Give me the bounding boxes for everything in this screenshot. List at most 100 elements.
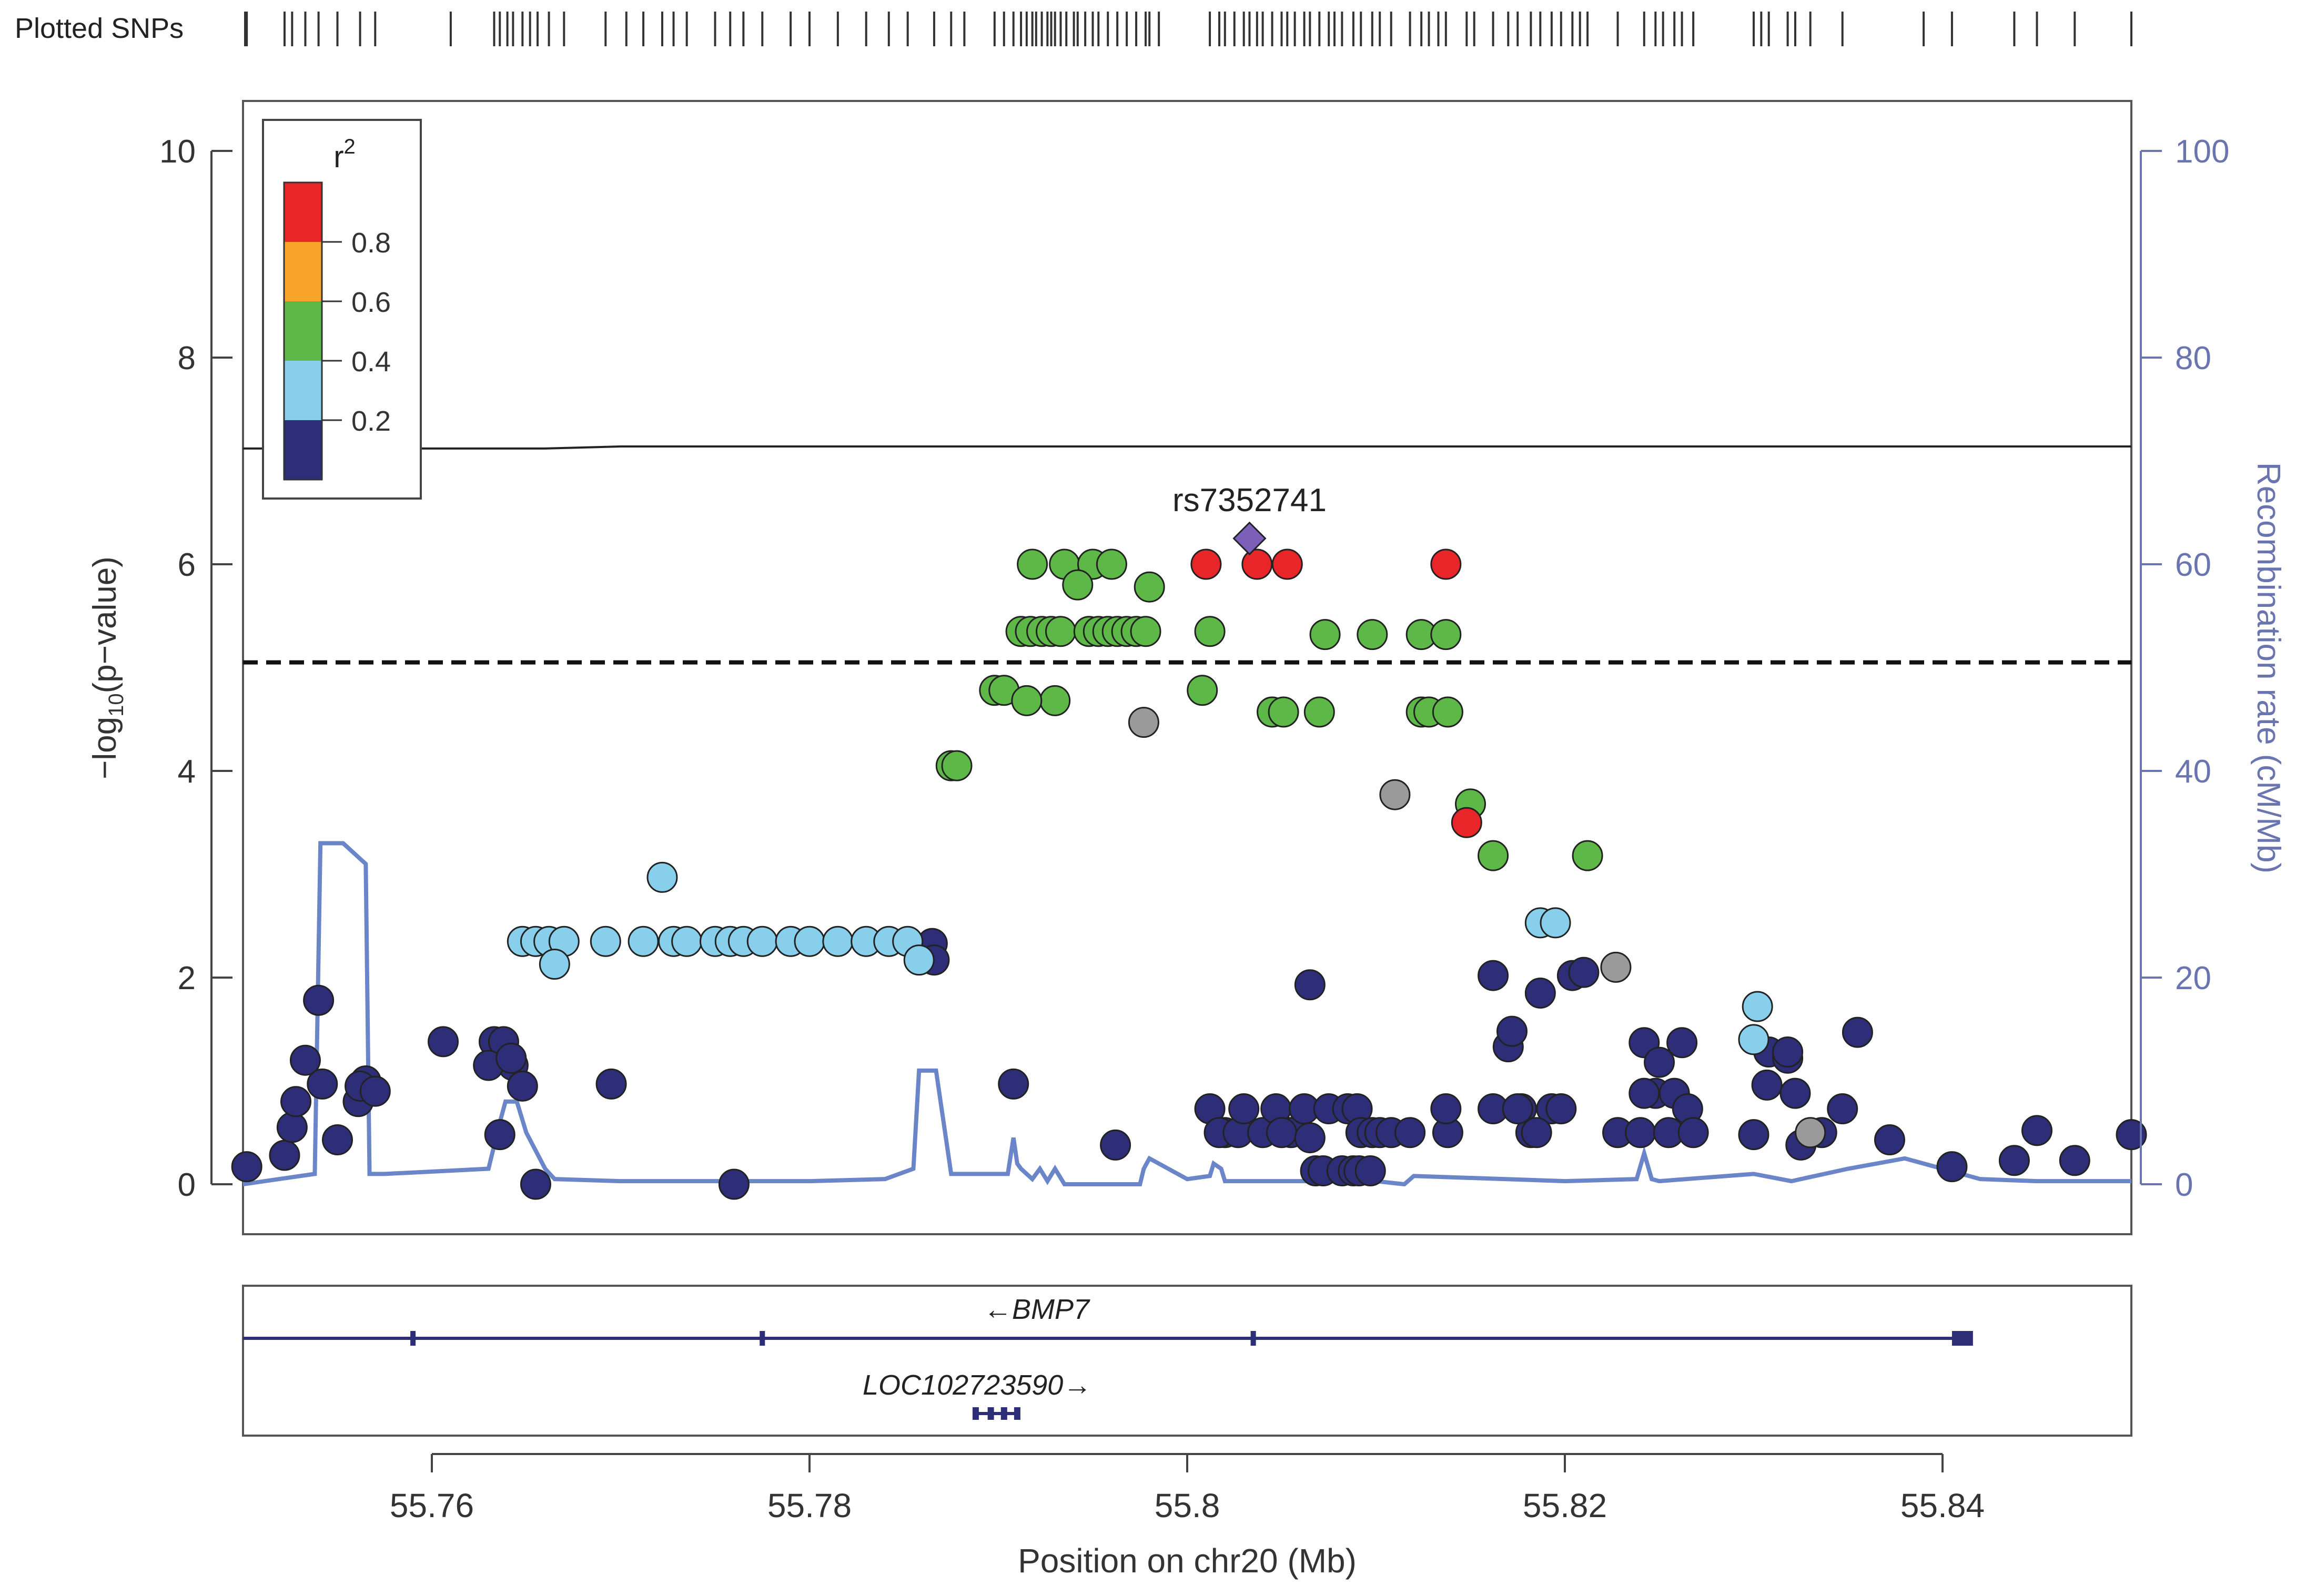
snp-point-navy: [1478, 960, 1509, 991]
x-tick-label: 55.78: [767, 1487, 852, 1524]
recombination-rate-line: [242, 841, 2131, 1187]
gene-track: ←BMP7 LOC102723590→: [243, 1294, 1973, 1420]
snp-point-green: [1187, 675, 1218, 706]
snp-point-red: [1190, 548, 1222, 580]
legend-tick-label: 0.6: [351, 287, 391, 318]
legend-swatch: [284, 242, 322, 301]
snp-point-lightblue: [671, 926, 703, 957]
snp-point-navy: [1228, 1093, 1260, 1125]
gene-loc-label: LOC102723590→: [863, 1369, 1091, 1401]
snp-point-red: [1241, 548, 1273, 580]
snp-point-navy: [428, 1026, 459, 1058]
y2-tick-label: 40: [2175, 754, 2211, 790]
snp-point-navy: [269, 1140, 300, 1171]
snp-point-navy: [231, 1151, 262, 1183]
snp-point-navy: [2021, 1115, 2052, 1146]
snp-point-navy: [1779, 1077, 1811, 1109]
snp-point-navy: [718, 1168, 750, 1200]
gene-loc-exon: [987, 1407, 994, 1420]
snp-point-navy: [276, 1112, 308, 1143]
snp-point-lightblue: [903, 944, 935, 976]
snp-point-green: [1478, 840, 1509, 871]
x-tick-label: 55.76: [390, 1487, 474, 1524]
snp-point-green: [1357, 619, 1388, 650]
snp-point-navy: [484, 1119, 515, 1151]
x-axis: 55.76 55.78 55.8 55.82 55.84: [390, 1453, 1985, 1524]
y-tick-label: 6: [178, 547, 196, 583]
snp-point-navy: [1266, 1117, 1297, 1148]
snp-point-green: [1039, 685, 1071, 716]
snp-point-navy: [495, 1042, 527, 1074]
snp-point-navy: [1629, 1077, 1660, 1109]
snp-point-navy: [1430, 1093, 1462, 1125]
snp-point-lightblue: [746, 926, 778, 957]
snp-point-lightblue: [646, 861, 678, 893]
snp-point-navy: [1502, 1093, 1533, 1125]
snp-point-navy: [1394, 1117, 1426, 1148]
y-tick-label: 2: [178, 960, 196, 997]
x-tick-label: 55.8: [1155, 1487, 1220, 1524]
y2-tick-label: 20: [2175, 960, 2211, 997]
snp-point-lightblue: [1540, 907, 1571, 939]
snp-point-green: [1309, 619, 1341, 650]
snp-point-green: [1268, 696, 1299, 728]
plotted-snps-rug: [244, 12, 2132, 46]
legend-title-sup: 2: [344, 135, 356, 158]
x-tick-label: 55.82: [1523, 1487, 1607, 1524]
legend-swatch: [284, 361, 322, 420]
snp-point-navy: [1294, 969, 1326, 1001]
y-tick-label: 4: [178, 754, 196, 790]
snp-point-navy: [303, 984, 335, 1016]
legend-tick-label: 0.4: [351, 346, 391, 378]
snp-point-navy: [1524, 977, 1556, 1009]
snp-point-navy: [1354, 1155, 1386, 1186]
snp-point-red: [1271, 548, 1303, 580]
main-plot-lines: [243, 445, 2131, 665]
y2-axis-label: Recombination rate (cM/Mb): [2250, 462, 2287, 873]
snp-point-green: [1011, 685, 1043, 716]
y-axis-label-subscript: 10: [105, 693, 128, 717]
snp-point-navy: [1751, 1069, 1783, 1101]
snp-point-green: [1430, 619, 1462, 650]
y-tick-label: 0: [178, 1167, 196, 1203]
snp-point-navy: [280, 1086, 312, 1117]
snp-point-navy: [520, 1168, 551, 1200]
snp-point-green: [1045, 616, 1076, 647]
snp-point-navy: [1625, 1117, 1656, 1148]
gene-bmp7-exon: [410, 1331, 416, 1346]
snp-point-navy: [307, 1068, 338, 1100]
r2-legend: r2 0.8 0.6 0.4 0.2: [262, 119, 422, 500]
snp-point-gray: [1379, 779, 1411, 810]
y-tick-label: 8: [178, 340, 196, 377]
snp-point-lightblue: [794, 926, 825, 957]
snp-point-green: [1194, 616, 1226, 647]
snp-point-green: [1017, 548, 1048, 580]
snp-point-navy: [998, 1068, 1029, 1100]
snp-point-lightblue: [628, 926, 659, 957]
snp-points-layer: [231, 521, 2147, 1200]
snp-point-lightblue: [590, 926, 621, 957]
x-axis-label: Position on chr20 (Mb): [1018, 1542, 1357, 1580]
snp-point-green: [1130, 616, 1161, 647]
legend-tick-label: 0.8: [351, 227, 391, 259]
snp-point-navy: [1545, 1093, 1577, 1125]
snp-point-navy: [1772, 1036, 1804, 1068]
snp-point-navy: [1936, 1151, 1968, 1183]
snp-point-lightblue: [1742, 991, 1773, 1022]
snp-point-lightblue: [822, 926, 854, 957]
snp-point-navy: [2116, 1119, 2147, 1151]
snp-point-gray: [1795, 1117, 1826, 1148]
snp-point-green: [1062, 569, 1094, 601]
gene-bmp7-label: ←BMP7: [984, 1294, 1090, 1325]
snp-point-navy: [1644, 1046, 1675, 1078]
snp-point-navy: [1842, 1016, 1873, 1048]
snp-point-navy: [289, 1044, 321, 1076]
y-axis-left: 0 2 4 6 8 10: [159, 134, 232, 1203]
gene-panel-frame: [242, 1285, 2132, 1437]
snp-point-green: [941, 750, 973, 781]
snp-point-navy: [1874, 1124, 1905, 1156]
snp-point-red: [1451, 807, 1482, 838]
snp-point-navy: [595, 1068, 627, 1100]
snp-point-navy: [1100, 1129, 1131, 1161]
